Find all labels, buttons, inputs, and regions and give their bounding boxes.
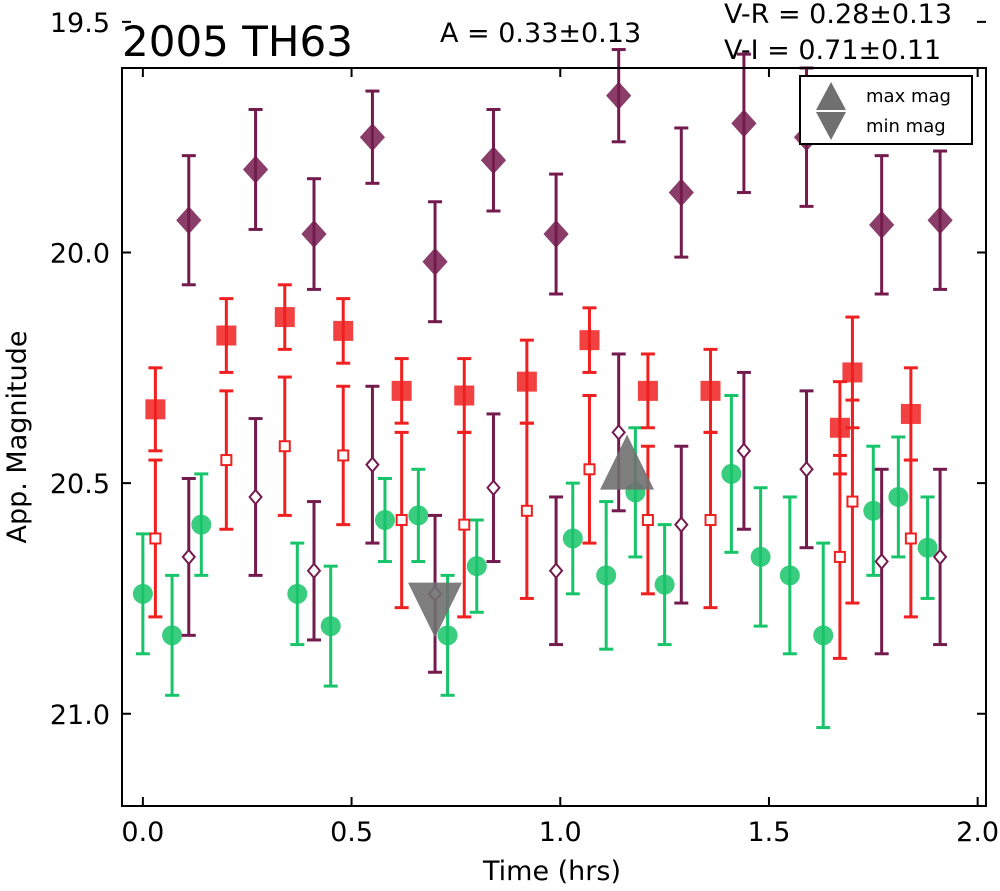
- data-point-circle-filled: [408, 505, 429, 526]
- y-tick-label: 19.5: [50, 8, 110, 39]
- y-axis-label: App. Magnitude: [2, 331, 33, 544]
- data-point-diamond-filled: [606, 81, 632, 110]
- data-point-circle-filled: [813, 625, 834, 646]
- data-point-diamond-filled: [869, 210, 895, 239]
- data-point-circle-filled: [287, 583, 308, 604]
- data-point-square-filled: [274, 307, 295, 328]
- data-point-diamond-filled: [359, 123, 386, 152]
- data-point-square-filled: [516, 371, 537, 392]
- data-point-diamond-open: [674, 516, 689, 534]
- data-point-square-open: [641, 514, 654, 527]
- color-index-vr: V-R = 0.28±0.13: [724, 0, 952, 30]
- data-point-circle-filled: [779, 565, 800, 586]
- data-point-circle-filled: [721, 463, 742, 484]
- chart-title: 2005 TH63: [122, 17, 353, 66]
- data-point-square-open: [278, 440, 291, 453]
- x-tick-label: 0.5: [330, 817, 373, 848]
- data-point-square-filled: [454, 385, 475, 406]
- data-point-circle-filled: [863, 500, 884, 521]
- data-point-diamond-filled: [480, 146, 507, 175]
- data-point-diamond-open: [486, 479, 501, 497]
- data-point-square-open: [149, 532, 162, 545]
- data-point-square-open: [458, 518, 471, 531]
- data-point-diamond-filled: [668, 178, 694, 207]
- data-point-diamond-filled: [731, 109, 757, 138]
- data-point-circle-filled: [162, 625, 183, 646]
- min-mag-legend-icon: [816, 112, 846, 140]
- data-point-square-open: [833, 550, 846, 563]
- data-point-circle-filled: [654, 574, 675, 595]
- data-point-diamond-open: [611, 423, 626, 441]
- data-point-diamond-filled: [422, 247, 448, 276]
- data-point-square-filled: [145, 399, 166, 420]
- legend-max-mag: max mag: [866, 86, 951, 107]
- data-point-square-filled: [333, 320, 354, 341]
- data-point-square-filled: [216, 325, 237, 346]
- data-point-circle-filled: [562, 528, 583, 549]
- min-mag-marker: [408, 582, 463, 638]
- data-point-diamond-open: [736, 442, 752, 460]
- data-point-square-filled: [637, 380, 658, 401]
- legend: max mag min mag: [799, 75, 973, 145]
- data-point-diamond-open: [365, 456, 380, 474]
- data-point-circle-filled: [191, 514, 212, 535]
- data-point-circle-filled: [750, 546, 771, 567]
- x-tick-label: 2.0: [956, 817, 999, 848]
- data-point-diamond-open: [306, 562, 322, 580]
- data-point-diamond-open: [932, 548, 948, 566]
- data-point-square-open: [904, 532, 917, 545]
- data-point-diamond-filled: [301, 220, 327, 249]
- data-point-diamond-open: [874, 552, 889, 571]
- data-point-diamond-filled: [543, 220, 569, 249]
- data-point-square-open: [583, 463, 596, 476]
- data-point-square-open: [846, 495, 859, 508]
- plot-frame: [121, 67, 987, 807]
- data-point-square-open: [520, 504, 533, 517]
- max-mag-legend-icon: [816, 82, 846, 110]
- data-point-diamond-open: [548, 562, 564, 580]
- data-point-square-open: [395, 514, 408, 527]
- data-point-square-filled: [700, 380, 721, 401]
- y-tick-label: 21.0: [50, 700, 110, 731]
- data-point-circle-filled: [132, 583, 153, 604]
- data-point-circle-filled: [888, 486, 909, 507]
- data-point-diamond-filled: [927, 206, 953, 235]
- max-mag-marker: [600, 434, 655, 490]
- data-point-square-filled: [579, 330, 600, 351]
- data-point-diamond-filled: [176, 206, 202, 235]
- data-point-circle-filled: [320, 616, 341, 637]
- x-axis-label: Time (hrs): [482, 856, 621, 887]
- data-point-circle-filled: [437, 625, 458, 646]
- x-tick-label: 0.0: [121, 817, 164, 848]
- data-point-diamond-open: [181, 548, 197, 566]
- y-tick-label: 20.0: [50, 239, 110, 270]
- data-point-square-filled: [900, 403, 921, 424]
- data-point-circle-filled: [596, 565, 617, 586]
- data-point-circle-filled: [374, 510, 395, 531]
- data-point-square-open: [220, 454, 233, 467]
- data-point-diamond-filled: [242, 155, 269, 184]
- data-point-square-open: [337, 449, 350, 462]
- data-point-square-open: [704, 514, 717, 527]
- data-point-square-filled: [829, 417, 850, 438]
- y-tick-label: 20.5: [50, 469, 110, 500]
- data-point-diamond-open: [799, 460, 814, 478]
- data-point-circle-filled: [917, 537, 938, 558]
- legend-min-mag: min mag: [866, 116, 946, 137]
- data-point-diamond-open: [248, 488, 263, 506]
- amplitude-text: A = 0.33±0.13: [440, 18, 641, 49]
- data-point-square-filled: [391, 380, 412, 401]
- color-index-vi: V-I = 0.71±0.11: [724, 35, 941, 66]
- data-point-circle-filled: [466, 556, 487, 577]
- x-tick-label: 1.5: [747, 817, 790, 848]
- data-point-square-filled: [842, 362, 863, 383]
- x-tick-label: 1.0: [539, 817, 582, 848]
